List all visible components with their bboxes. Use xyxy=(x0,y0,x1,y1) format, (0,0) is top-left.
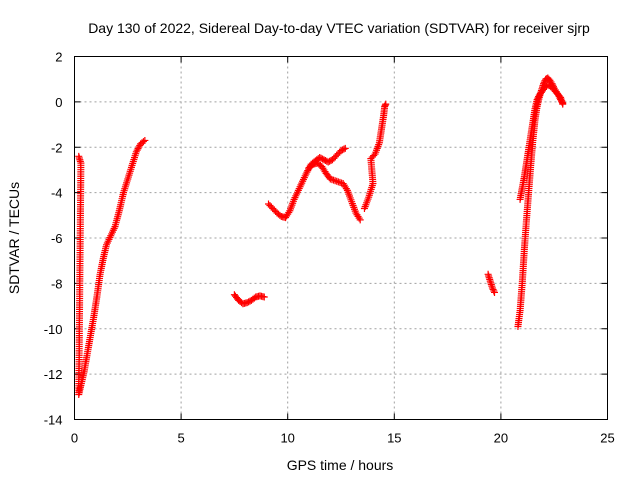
y-tick-label: -12 xyxy=(44,367,63,382)
data-point-marker xyxy=(490,287,498,295)
data-point-marker xyxy=(342,185,350,193)
data-point-marker xyxy=(132,148,140,156)
y-tick-label: -8 xyxy=(51,276,63,291)
data-point-marker xyxy=(303,168,311,176)
y-tick-label: -6 xyxy=(51,231,63,246)
chart-title: Day 130 of 2022, Sidereal Day-to-day VTE… xyxy=(88,20,590,36)
x-tick-label: 15 xyxy=(387,431,401,446)
data-point-marker xyxy=(382,100,390,108)
series-segment xyxy=(265,144,349,222)
x-tick-label: 5 xyxy=(177,431,184,446)
y-tick-label: -14 xyxy=(44,413,63,428)
data-point-marker xyxy=(559,100,567,108)
series-segment xyxy=(360,100,390,213)
data-points xyxy=(75,74,567,399)
y-tick-label: -4 xyxy=(51,186,63,201)
data-point-marker xyxy=(139,138,147,146)
y-axis-label: SDTVAR / TECUs xyxy=(6,182,22,294)
series-segment xyxy=(484,270,499,296)
data-point-marker xyxy=(533,96,541,104)
data-point-marker xyxy=(340,145,348,153)
y-tick-label: 0 xyxy=(55,95,62,110)
data-point-marker xyxy=(540,78,548,86)
data-point-marker xyxy=(141,136,149,144)
x-tick-label: 20 xyxy=(494,431,508,446)
series-segment xyxy=(230,291,268,308)
x-tick-label: 25 xyxy=(600,431,614,446)
data-point-marker xyxy=(489,285,497,293)
y-tick-label: 2 xyxy=(55,50,62,65)
data-point-marker xyxy=(341,144,349,152)
x-tick-label: 0 xyxy=(71,431,78,446)
data-point-marker xyxy=(304,167,312,175)
data-point-marker xyxy=(356,216,364,224)
grid-lines xyxy=(74,56,608,420)
series-segment xyxy=(514,74,567,330)
series-segment xyxy=(305,159,364,224)
y-tick-label: -10 xyxy=(44,322,63,337)
series-segment xyxy=(516,81,567,203)
x-axis-label: GPS time / hours xyxy=(287,457,394,473)
data-point-marker xyxy=(534,94,542,102)
data-point-marker xyxy=(260,293,268,301)
data-point-marker xyxy=(133,146,141,154)
data-point-marker xyxy=(285,208,293,216)
y-tick-label: -2 xyxy=(51,140,63,155)
data-point-marker xyxy=(134,145,142,153)
series-segment xyxy=(75,136,149,399)
x-tick-label: 10 xyxy=(280,431,294,446)
data-point-marker xyxy=(135,143,143,151)
data-point-marker xyxy=(491,288,499,296)
data-point-marker xyxy=(355,214,363,222)
data-point-marker xyxy=(488,284,496,292)
